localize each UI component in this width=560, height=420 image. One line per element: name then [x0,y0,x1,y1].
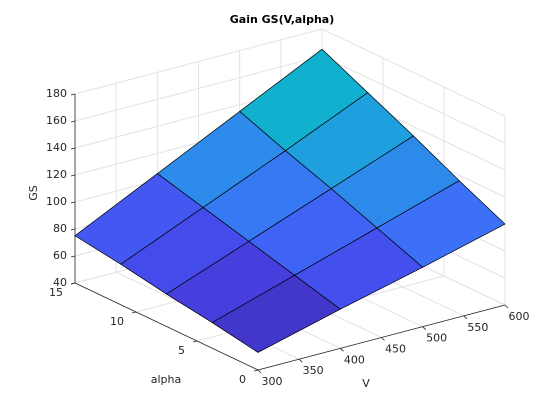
x-tick [298,358,303,363]
grid-line [74,55,323,122]
x-tick-label: 400 [344,353,365,366]
y-tick [192,340,198,343]
y-axis-label: alpha [151,373,182,386]
z-tick-label: 120 [46,168,67,181]
z-tick [70,255,76,258]
x-tick [504,304,509,309]
x-tick-label: 550 [467,321,488,334]
y-tick-label: 0 [239,373,246,386]
z-tick [70,228,76,231]
z-tick-label: 100 [46,195,67,208]
x-tick-label: 500 [426,332,447,345]
grid-line [321,55,506,144]
z-tick-label: 140 [46,141,67,154]
x-tick-label: 350 [303,364,324,377]
y-tick-label: 10 [110,315,124,328]
z-tick-label: 160 [46,114,67,127]
z-axis-label: GS [27,185,40,201]
y-tick [131,311,137,314]
grid-line [321,28,506,117]
z-tick-label: 80 [53,222,67,235]
x-tick-label: 300 [262,375,283,388]
x-tick [422,326,426,330]
z-tick [70,93,76,96]
x-axis-label: V [362,377,370,390]
z-tick [70,282,76,285]
z-tick [70,120,76,123]
z-tick [70,174,76,177]
z-tick-label: 40 [53,276,67,289]
x-tick [381,337,385,341]
x-tick [257,369,262,374]
z-tick-label: 180 [46,87,67,100]
y-tick-label: 15 [49,286,63,299]
chart-title: Gain GS(V,alpha) [230,13,334,26]
surface-face [211,274,341,353]
grid-line [74,28,323,95]
x-tick [463,315,468,320]
z-tick [70,147,76,150]
x-tick [340,348,344,352]
z-tick [70,201,76,204]
y-tick-label: 5 [178,344,185,357]
z-tick-label: 60 [53,249,67,262]
x-tick-label: 450 [385,343,406,356]
y-tick [253,369,259,372]
x-tick-label: 600 [509,310,530,323]
y-axis-line [74,282,259,371]
